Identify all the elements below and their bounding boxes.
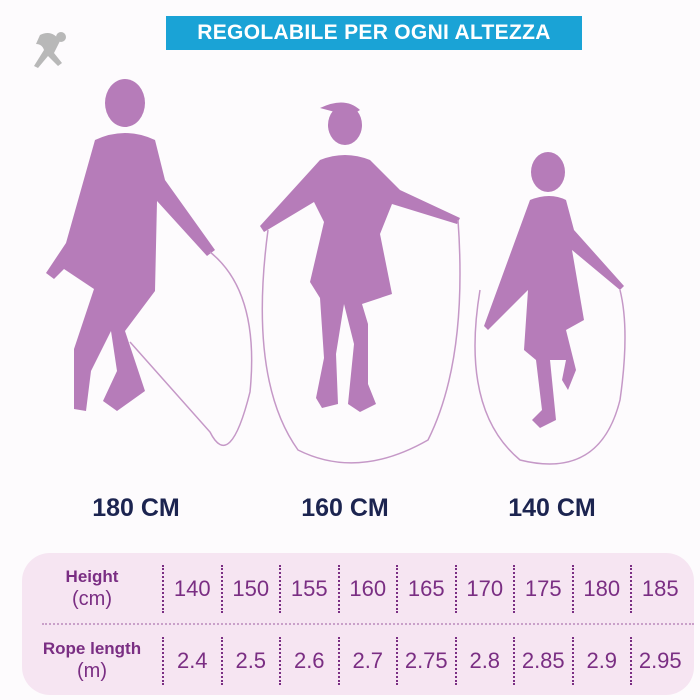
size-table: Height (cm) 140 150 155 160 165 170 175 180 185 Rop…: [22, 553, 694, 695]
figure-label: 160 CM: [301, 494, 389, 522]
figure-label: 180 CM: [92, 494, 180, 522]
table-cell: 2.6: [279, 637, 338, 685]
row-unit: (m): [77, 660, 107, 683]
silhouettes: [46, 79, 624, 428]
table-cell: 2.4: [162, 637, 221, 685]
row-header: Rope length (m): [22, 638, 162, 684]
table-cell: 165: [396, 565, 455, 613]
row-separator: [42, 623, 694, 625]
illustration: [34, 32, 626, 465]
table-cell: 2.95: [630, 637, 689, 685]
row-unit: (cm): [72, 588, 112, 611]
table-cell: 2.9: [571, 637, 631, 685]
table-cell: 140: [162, 565, 221, 613]
table-cell: 185: [630, 565, 689, 613]
table-row: Rope length (m) 2.4 2.5 2.6 2.7 2.75 2.8 2.85 2.9…: [22, 627, 694, 695]
table-cell: 175: [513, 565, 572, 613]
row-label: Rope length: [42, 638, 142, 658]
table-cell: 2.75: [396, 637, 455, 685]
row-label: Height: [65, 566, 119, 586]
table-cell: 160: [337, 565, 397, 613]
table-cell: 2.5: [220, 637, 280, 685]
table-cell: 2.85: [513, 637, 572, 685]
table-cell: 170: [454, 565, 514, 613]
table-cell: 2.8: [454, 637, 514, 685]
table-cell: 155: [279, 565, 338, 613]
table-cell: 150: [220, 565, 280, 613]
figure-label: 140 CM: [508, 494, 596, 522]
ropes: [129, 219, 626, 465]
logo: [34, 32, 66, 68]
row-header: Height (cm): [22, 566, 162, 612]
banner-title: REGOLABILE PER OGNI ALTEZZA: [166, 16, 582, 50]
table-cell: 2.7: [337, 637, 397, 685]
table-row: Height (cm) 140 150 155 160 165 170 175 180 185: [22, 555, 694, 623]
table-cell: 180: [571, 565, 631, 613]
